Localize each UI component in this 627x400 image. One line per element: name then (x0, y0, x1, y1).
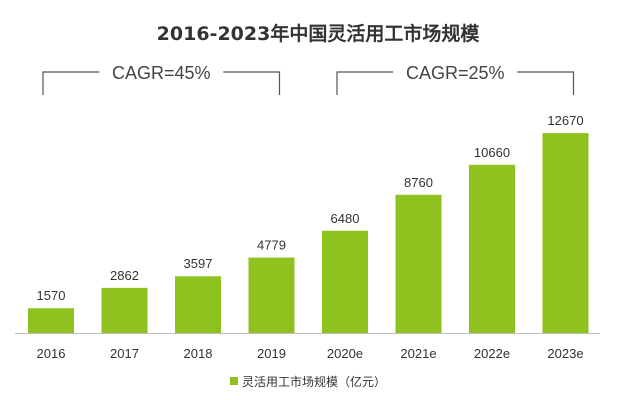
cagr-label-2: CAGR=25% (406, 63, 505, 83)
x-tick-2020e: 2020e (327, 346, 363, 361)
legend-swatch (230, 377, 238, 385)
x-tick-2017: 2017 (110, 346, 139, 361)
value-label-2018: 3597 (184, 256, 213, 271)
chart-title: 2016-2023年中国灵活用工市场规模 (157, 22, 481, 45)
x-tick-2022e: 2022e (474, 346, 510, 361)
value-label-2021e: 8760 (404, 175, 433, 190)
x-tick-2023e: 2023e (547, 346, 583, 361)
cagr-bracket-right-2 (517, 71, 575, 95)
bar-2017 (101, 287, 148, 333)
cagr-label-1: CAGR=45% (112, 63, 211, 83)
x-tick-2019: 2019 (257, 346, 286, 361)
x-tick-2016: 2016 (37, 346, 66, 361)
cagr-bracket-left-1 (42, 71, 100, 95)
legend: 灵活用工市场规模（亿元） (230, 374, 386, 389)
value-label-2016: 1570 (37, 288, 66, 303)
bar-2023e (542, 133, 589, 333)
bar-2016 (28, 308, 74, 333)
x-tick-2021e: 2021e (400, 346, 436, 361)
x-tick-2018: 2018 (184, 346, 213, 361)
bar-2021e (395, 194, 442, 333)
bar-2019 (248, 257, 295, 333)
x-axis-ticks: 2016 2017 2018 2019 2020e 2021e 2022e 2023e (37, 346, 584, 361)
cagr-bracket-left-2 (336, 71, 394, 95)
value-label-2023e: 12670 (547, 113, 583, 128)
bar-2022e (469, 164, 515, 333)
bar-2018 (175, 276, 221, 333)
value-label-2020e: 6480 (331, 211, 360, 226)
value-label-2022e: 10660 (474, 145, 510, 160)
cagr-bracket-right-1 (223, 71, 281, 95)
value-label-2017: 2862 (110, 268, 139, 283)
legend-label: 灵活用工市场规模（亿元） (242, 374, 386, 389)
bar-2020e (322, 230, 368, 333)
value-label-2019: 4779 (257, 238, 286, 253)
cagr-annotations: CAGR=45% CAGR=25% (42, 63, 575, 95)
bars-group: 1570 2862 3597 4779 6480 8760 10660 12670 (28, 113, 589, 333)
